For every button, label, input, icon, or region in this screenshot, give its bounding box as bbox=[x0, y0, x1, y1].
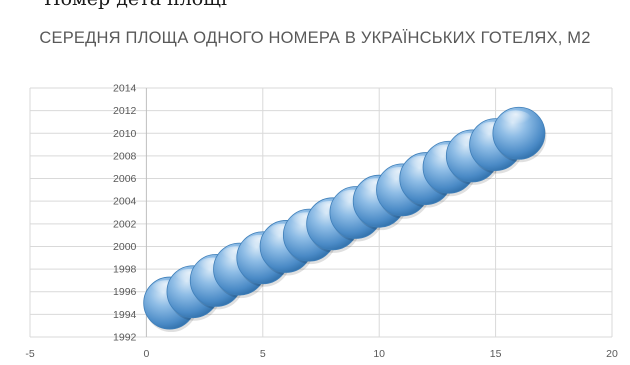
y-tick-label: 1998 bbox=[113, 264, 137, 276]
x-tick-label: 15 bbox=[490, 348, 502, 360]
y-tick-label: 2010 bbox=[113, 128, 137, 140]
x-tick-label: 0 bbox=[143, 348, 149, 360]
partial-heading-text: Номер дета площі bbox=[44, 0, 227, 10]
y-tick-label: 2000 bbox=[113, 241, 137, 253]
tick-labels: 1992199419961998200020022004200620082010… bbox=[25, 83, 618, 361]
x-tick-label: 5 bbox=[260, 348, 266, 360]
data-point bbox=[492, 106, 547, 163]
y-tick-label: 1992 bbox=[113, 332, 137, 344]
y-tick-label: 2012 bbox=[113, 105, 137, 117]
y-tick-label: 2004 bbox=[113, 196, 137, 208]
y-tick-label: 2002 bbox=[113, 218, 137, 230]
x-tick-label: -5 bbox=[25, 348, 34, 360]
y-tick-label: 1996 bbox=[113, 286, 137, 298]
x-tick-label: 20 bbox=[606, 348, 618, 360]
chart-title: СЕРЕДНЯ ПЛОЩА ОДНОГО НОМЕРА В УКРАЇНСЬКИ… bbox=[39, 29, 591, 47]
y-tick-label: 2008 bbox=[113, 150, 137, 162]
y-tick-label: 1994 bbox=[113, 309, 137, 321]
data-points bbox=[143, 106, 547, 333]
y-tick-label: 2006 bbox=[113, 173, 137, 185]
y-tick-label: 2014 bbox=[113, 83, 137, 95]
x-tick-label: 10 bbox=[373, 348, 385, 360]
